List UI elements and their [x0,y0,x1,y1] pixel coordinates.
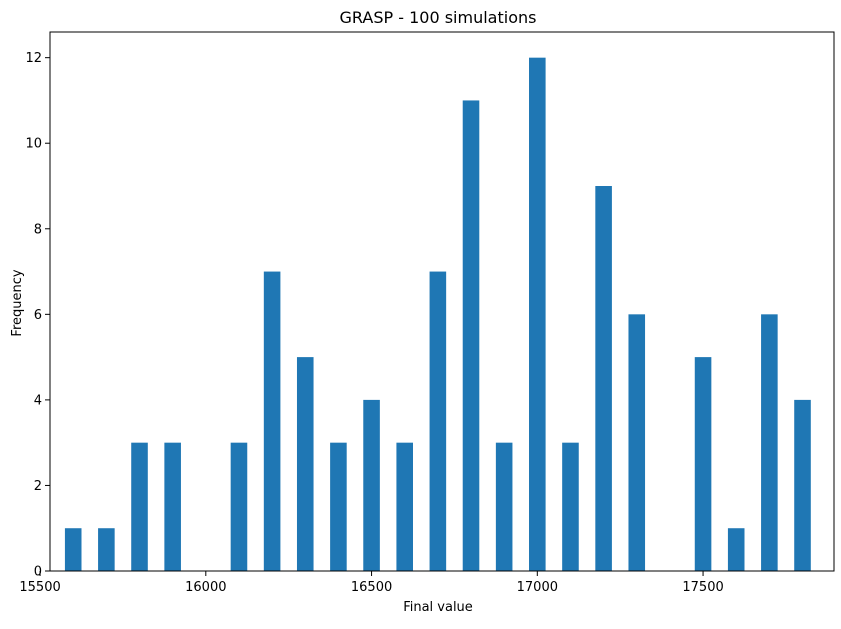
bar-17600 [727,528,745,571]
y-tick-label: 4 [34,393,42,408]
bars-layer [64,57,811,572]
bar-16900 [495,442,513,571]
bar-17800 [794,399,811,571]
bar-17100 [562,442,579,571]
y-tick-label: 12 [25,51,42,66]
x-tick-label: 17500 [682,580,723,595]
x-tick-label: 16500 [351,580,392,595]
y-tick-label: 6 [34,308,42,323]
y-axis-label: Frequency [10,269,25,336]
y-tick-label: 10 [25,137,42,152]
bar-16100 [230,442,248,571]
bar-17700 [761,314,778,571]
bar-15800 [131,442,148,571]
bar-17000 [529,57,546,572]
chart-title: GRASP - 100 simulations [340,8,537,27]
axes-layer: 15500 16000 16500 17000 17500 0 2 4 6 8 10 12 [19,31,835,595]
y-tick-label: 0 [34,565,42,580]
bar-15900 [164,442,181,571]
x-axis-label: Final value [403,600,473,615]
bar-15600 [64,528,82,571]
y-tick-label: 2 [34,479,42,494]
bar-16200 [263,271,281,571]
bar-16300 [296,357,314,571]
x-tick-label: 15500 [19,580,60,595]
bar-16400 [330,442,347,571]
bar-15700 [98,528,115,571]
bar-16600 [396,442,413,571]
bar-16700 [429,271,447,571]
bar-17200 [595,186,612,571]
bar-17300 [628,314,646,571]
x-tick-label: 17000 [517,580,558,595]
plot-frame [49,31,835,572]
x-tick-label: 16000 [185,580,226,595]
bar-16500 [363,399,380,571]
bar-17500 [694,357,712,571]
bar-16800 [462,100,480,571]
y-tick-label: 8 [34,222,42,237]
